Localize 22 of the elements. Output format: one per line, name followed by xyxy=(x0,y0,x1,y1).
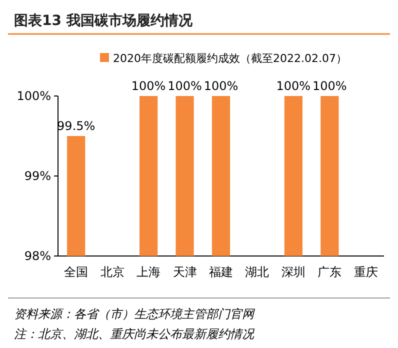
x-tick-label: 福建 xyxy=(209,265,233,279)
chart-title: 图表13 我国碳市场履约情况 xyxy=(14,12,194,29)
y-tick-label: 98% xyxy=(24,249,51,263)
legend-label: 2020年度碳配额履约成效（截至2022.02.07） xyxy=(113,52,347,65)
data-label: 99.5% xyxy=(57,119,96,133)
text: 注：北京、湖北、重庆尚未公布最新履约情况 xyxy=(14,327,255,341)
data-label: 100% xyxy=(168,79,202,93)
x-tick-label: 重庆 xyxy=(354,265,378,279)
data-label: 100% xyxy=(276,79,311,93)
x-tick-label: 湖北 xyxy=(245,265,270,279)
text: 资料来源：各省（市）生态环境主管部门官网 xyxy=(14,307,256,321)
data-label: 100% xyxy=(312,79,347,93)
x-tick-label: 上海 xyxy=(136,265,161,279)
y-tick-label: 100% xyxy=(16,89,51,103)
x-tick-label: 全国 xyxy=(64,265,88,279)
x-tick-label: 深圳 xyxy=(281,265,306,279)
x-tick-label: 北京 xyxy=(100,265,124,279)
data-label: 100% xyxy=(204,79,238,93)
x-tick-label: 广东 xyxy=(318,265,342,279)
data-label: 100% xyxy=(131,79,166,93)
y-tick-label: 99% xyxy=(24,169,51,183)
x-tick-label: 天津 xyxy=(172,265,197,279)
